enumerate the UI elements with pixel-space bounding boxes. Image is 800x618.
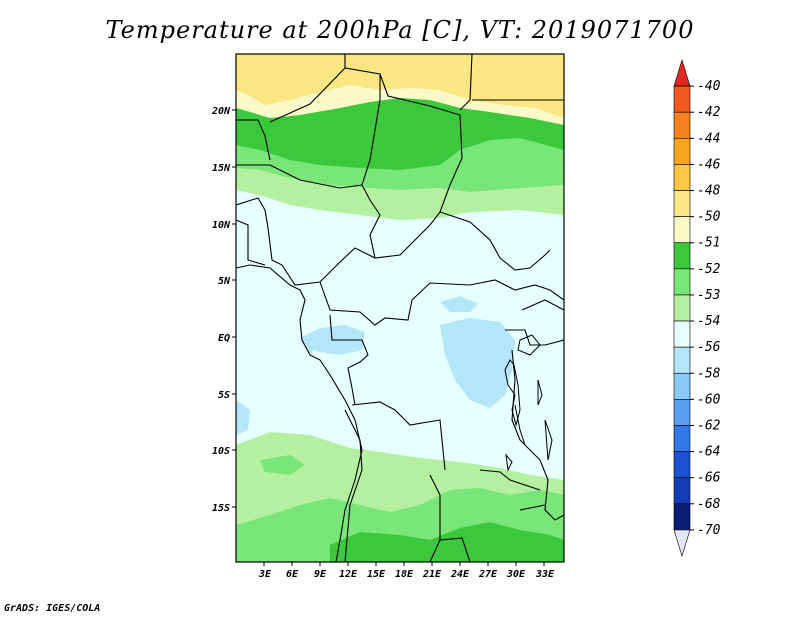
map-frame	[235, 53, 565, 563]
country-borders	[236, 54, 564, 562]
lat-label-10n: 10N	[212, 220, 231, 231]
colorbar-segment	[673, 164, 691, 191]
colorbar-segment	[673, 346, 691, 374]
lon-label-33e: 33E	[535, 569, 555, 580]
latitude-ticks	[232, 109, 236, 508]
colorbar-label: -53	[697, 288, 720, 303]
colorbar-segment	[673, 85, 691, 113]
colorbar-label: -54	[697, 314, 720, 329]
longitude-labels: 3E 6E 9E 12E 15E 18E 21E 24E 27E 30E 33E	[258, 569, 555, 580]
band-52-south-patch	[260, 455, 305, 475]
colorbar-label: -64	[697, 445, 720, 460]
colorbar-segment	[673, 529, 691, 558]
colorbar-label: -52	[697, 262, 721, 277]
lon-label-21e: 21E	[422, 569, 442, 580]
colorbar-segment	[673, 111, 691, 139]
lat-label-20n: 20N	[211, 106, 231, 117]
band-56-west	[236, 400, 250, 435]
lat-label-eq: EQ	[218, 333, 230, 344]
colorbar: -40 -42 -44 -46 -48 -50 -51 -52 -53 -54 -56 -58 -60 -…	[673, 58, 721, 558]
colorbar-label: -42	[697, 105, 721, 120]
band-56-congo	[440, 318, 515, 408]
lon-label-6e: 6E	[286, 569, 299, 580]
coastline	[236, 264, 363, 562]
colorbar-segment	[673, 58, 691, 87]
colorbar-label: -50	[697, 210, 721, 225]
lat-label-10s: 10S	[212, 446, 230, 457]
colorbar-segment	[673, 216, 691, 244]
colorbar-label: -46	[697, 157, 721, 172]
band-52-south	[330, 522, 564, 562]
colorbar-label: -40	[697, 79, 721, 94]
temperature-field	[236, 54, 564, 562]
colorbar-label: -70	[697, 523, 721, 538]
lat-label-15s: 15S	[212, 503, 230, 514]
colorbar-segment	[673, 372, 691, 400]
longitude-ticks	[263, 562, 545, 566]
lon-label-27e: 27E	[478, 569, 498, 580]
colorbar-segment	[673, 425, 691, 452]
lon-label-30e: 30E	[506, 569, 526, 580]
lon-label-9e: 9E	[314, 569, 327, 580]
lat-label-15n: 15N	[212, 163, 231, 174]
lon-label-18e: 18E	[395, 569, 414, 580]
colorbar-segment	[673, 190, 691, 217]
colorbar-label: -56	[697, 340, 721, 355]
colorbar-segment	[673, 294, 691, 322]
colorbar-segment	[673, 477, 691, 505]
grads-credit: GrADS: IGES/COLA	[4, 603, 101, 614]
band-50	[236, 54, 564, 118]
colorbar-segment	[673, 451, 691, 478]
colorbar-label: -62	[697, 418, 721, 433]
lon-label-3e: 3E	[258, 569, 272, 580]
colorbar-segment	[673, 242, 691, 270]
latitude-labels: 20N 15N 10N 5N EQ 5S 10S 15S	[211, 106, 231, 514]
colorbar-segment	[673, 138, 691, 165]
colorbar-segment	[673, 268, 691, 296]
colorbar-segment	[673, 399, 691, 426]
colorbar-label: -51	[697, 236, 720, 251]
lat-label-5n: 5N	[218, 276, 231, 287]
colorbar-label: -66	[697, 471, 721, 486]
colorbar-label: -68	[697, 497, 721, 512]
lon-label-12e: 12E	[339, 569, 358, 580]
colorbar-label: -58	[697, 366, 721, 381]
colorbar-label: -60	[697, 392, 721, 407]
lakes	[504, 334, 553, 472]
lon-label-24e: 24E	[450, 569, 470, 580]
map-title: Temperature at 200hPa [C], VT: 201907170…	[105, 16, 695, 44]
colorbar-label: -44	[697, 131, 720, 146]
lon-label-15e: 15E	[367, 569, 386, 580]
colorbar-segment	[673, 320, 691, 348]
colorbar-label: -48	[697, 184, 721, 199]
lat-label-5s: 5S	[218, 390, 230, 401]
colorbar-segment	[673, 503, 691, 531]
band-56-patch	[440, 296, 478, 312]
